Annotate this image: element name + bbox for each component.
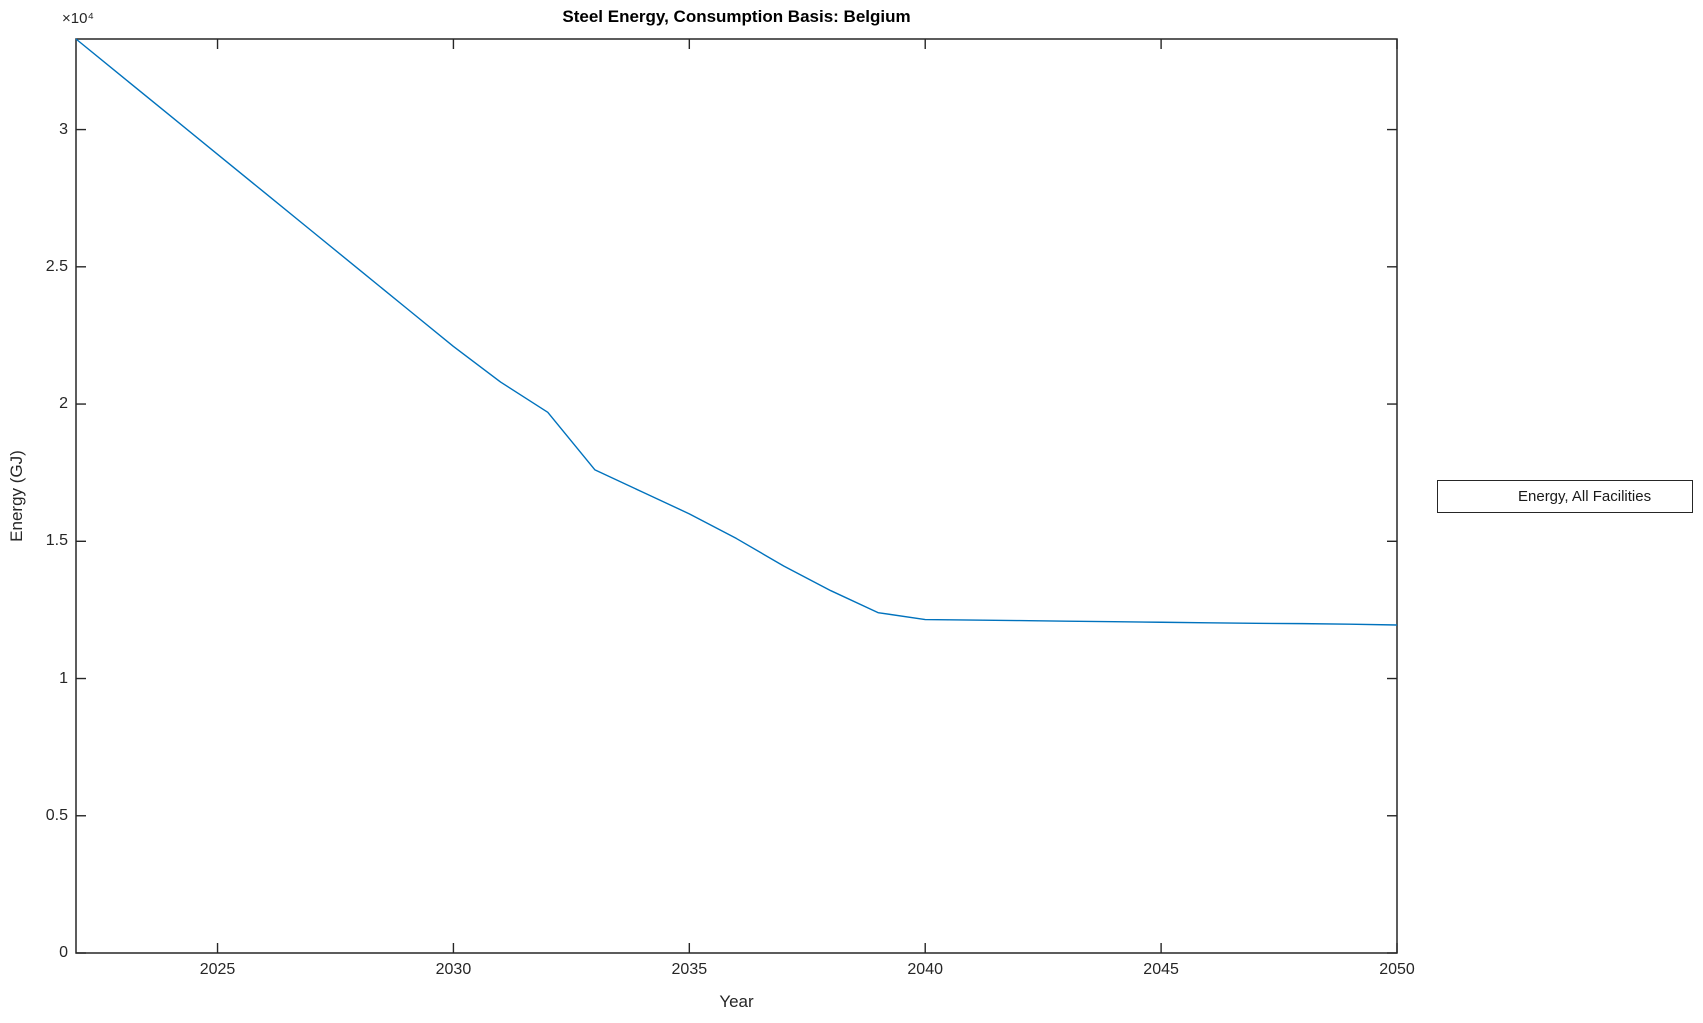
y-tick-label: 2.5: [45, 257, 68, 275]
x-tick-label: 2025: [199, 961, 236, 978]
y-tick-label: 0.5: [45, 806, 68, 824]
x-tick-label: 2050: [1379, 961, 1415, 978]
y-tick-label: 0: [59, 944, 68, 961]
x-tick-label: 2045: [1143, 961, 1179, 978]
y-tick-label: 1.5: [45, 532, 68, 550]
x-tick-label: 2035: [671, 961, 708, 978]
y-tick-label: 1: [59, 669, 68, 687]
series-line: [75, 38, 1398, 626]
legend: Energy, All Facilities: [1437, 480, 1693, 513]
y-axis-multiplier: ×10⁴: [62, 10, 94, 27]
chart-title: Steel Energy, Consumption Basis: Belgium: [562, 7, 911, 26]
x-axis-label: Year: [719, 992, 754, 1011]
x-tick-label: 2040: [907, 961, 943, 978]
y-axis-label: Energy (GJ): [7, 450, 26, 542]
legend-entry-label: Energy, All Facilities: [1518, 488, 1652, 505]
axes-box: [75, 38, 1398, 954]
y-tick-label: 2: [59, 395, 68, 413]
x-tick-label: 2030: [435, 961, 472, 978]
y-tick-label: 3: [59, 120, 68, 138]
